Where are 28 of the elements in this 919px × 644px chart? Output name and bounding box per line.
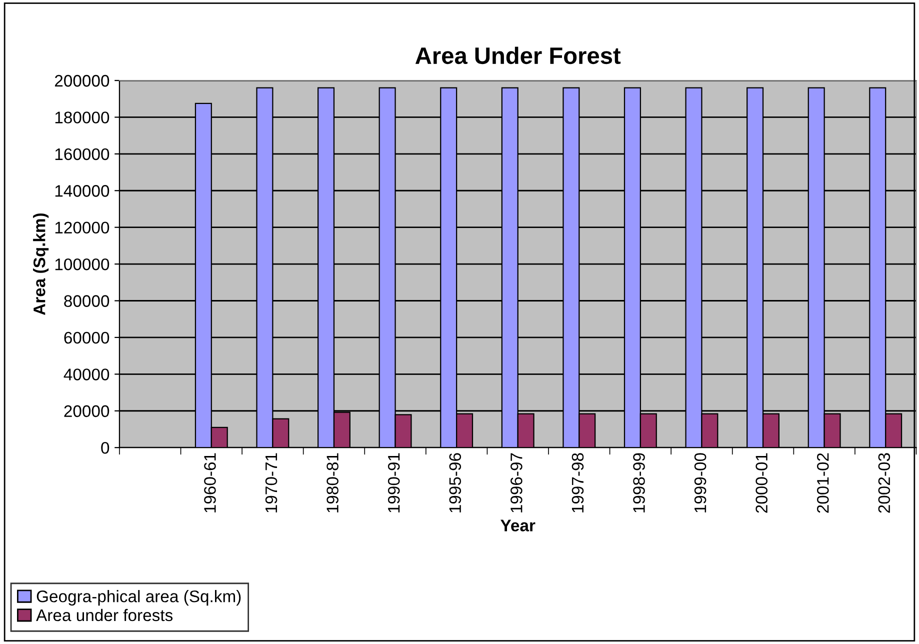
x-tick-label: 1998-99	[633, 453, 645, 512]
x-tick-label: 2001-02	[816, 453, 829, 513]
y-axis-title: Area (Sq.km)	[33, 213, 49, 316]
x-tick-label: 2002-03	[878, 453, 890, 513]
chart-title: Area Under Forest	[415, 46, 621, 64]
x-tick-label: 2000-01	[756, 453, 768, 513]
x-tick-label: 1980-81	[326, 453, 338, 512]
y-tick-label: 100000	[55, 258, 110, 270]
legend-label: Geogra-phical area (Sq.km)	[36, 590, 241, 606]
x-tick-label: 1995-96	[449, 453, 462, 512]
y-tick-label: 160000	[55, 148, 110, 160]
y-tick-label: 80000	[64, 295, 110, 307]
x-tick-label: 1997-98	[572, 453, 584, 512]
legend-label: Area under forests	[36, 608, 173, 622]
x-tick-label: 1999-00	[694, 453, 706, 512]
y-tick-label: 140000	[55, 185, 110, 197]
x-tick-label: 1990-91	[388, 453, 400, 512]
y-tick-label: 180000	[55, 112, 110, 124]
y-tick-label: 200000	[54, 74, 110, 87]
x-axis-title: Year	[500, 520, 536, 532]
x-tick-label: 1960-61	[204, 453, 216, 512]
y-tick-label: 20000	[64, 405, 110, 418]
x-tick-label: 1996-97	[510, 453, 522, 512]
y-tick-label: 60000	[64, 332, 110, 344]
y-tick-label: 0	[101, 442, 110, 454]
y-tick-label: 120000	[55, 222, 110, 234]
y-tick-label: 40000	[64, 368, 110, 380]
x-tick-label: 1970-71	[265, 453, 278, 512]
